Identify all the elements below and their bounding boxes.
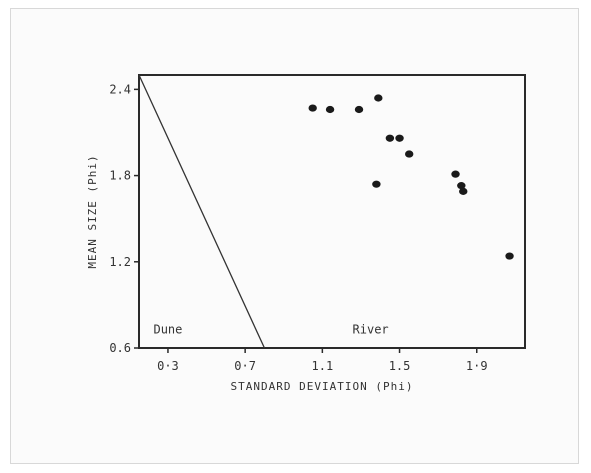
x-tick-label: 0·3 <box>157 359 179 373</box>
dune-river-boundary-line <box>138 74 266 349</box>
region-label-dune: Dune <box>153 323 182 337</box>
data-point <box>505 252 514 260</box>
x-tick-label: 1·9 <box>466 359 488 373</box>
data-points <box>308 94 514 260</box>
data-point <box>385 134 395 142</box>
figure-frame <box>10 8 579 464</box>
data-point <box>354 105 364 114</box>
x-axis-ticks: 0·3 0·7 1.1 1.5 1·9 <box>157 348 488 373</box>
plot-area <box>138 74 526 349</box>
y-tick-label: 0.6 <box>109 341 131 355</box>
data-point <box>374 94 383 102</box>
data-point <box>325 105 335 114</box>
data-point <box>372 180 381 188</box>
region-labels: Dune River <box>153 323 388 337</box>
data-point <box>395 134 404 142</box>
x-tick-label: 1.1 <box>312 359 334 373</box>
x-tick-label: 0·7 <box>234 359 256 373</box>
data-point <box>308 104 317 112</box>
data-point <box>405 150 414 158</box>
data-point <box>459 187 468 195</box>
y-tick-label: 1.8 <box>109 169 131 183</box>
y-tick-label: 1.2 <box>109 255 131 269</box>
y-axis-ticks: 0.6 1.2 1.8 2.4 <box>109 82 139 355</box>
y-tick-label: 2.4 <box>109 82 131 96</box>
data-point <box>451 170 460 178</box>
x-tick-label: 1.5 <box>389 359 411 373</box>
x-axis-label: STANDARD DEVIATION (Phi) <box>231 380 414 393</box>
region-label-river: River <box>353 323 389 337</box>
data-point <box>457 182 466 190</box>
y-axis-label: MEAN SIZE (Phi) <box>86 154 99 268</box>
